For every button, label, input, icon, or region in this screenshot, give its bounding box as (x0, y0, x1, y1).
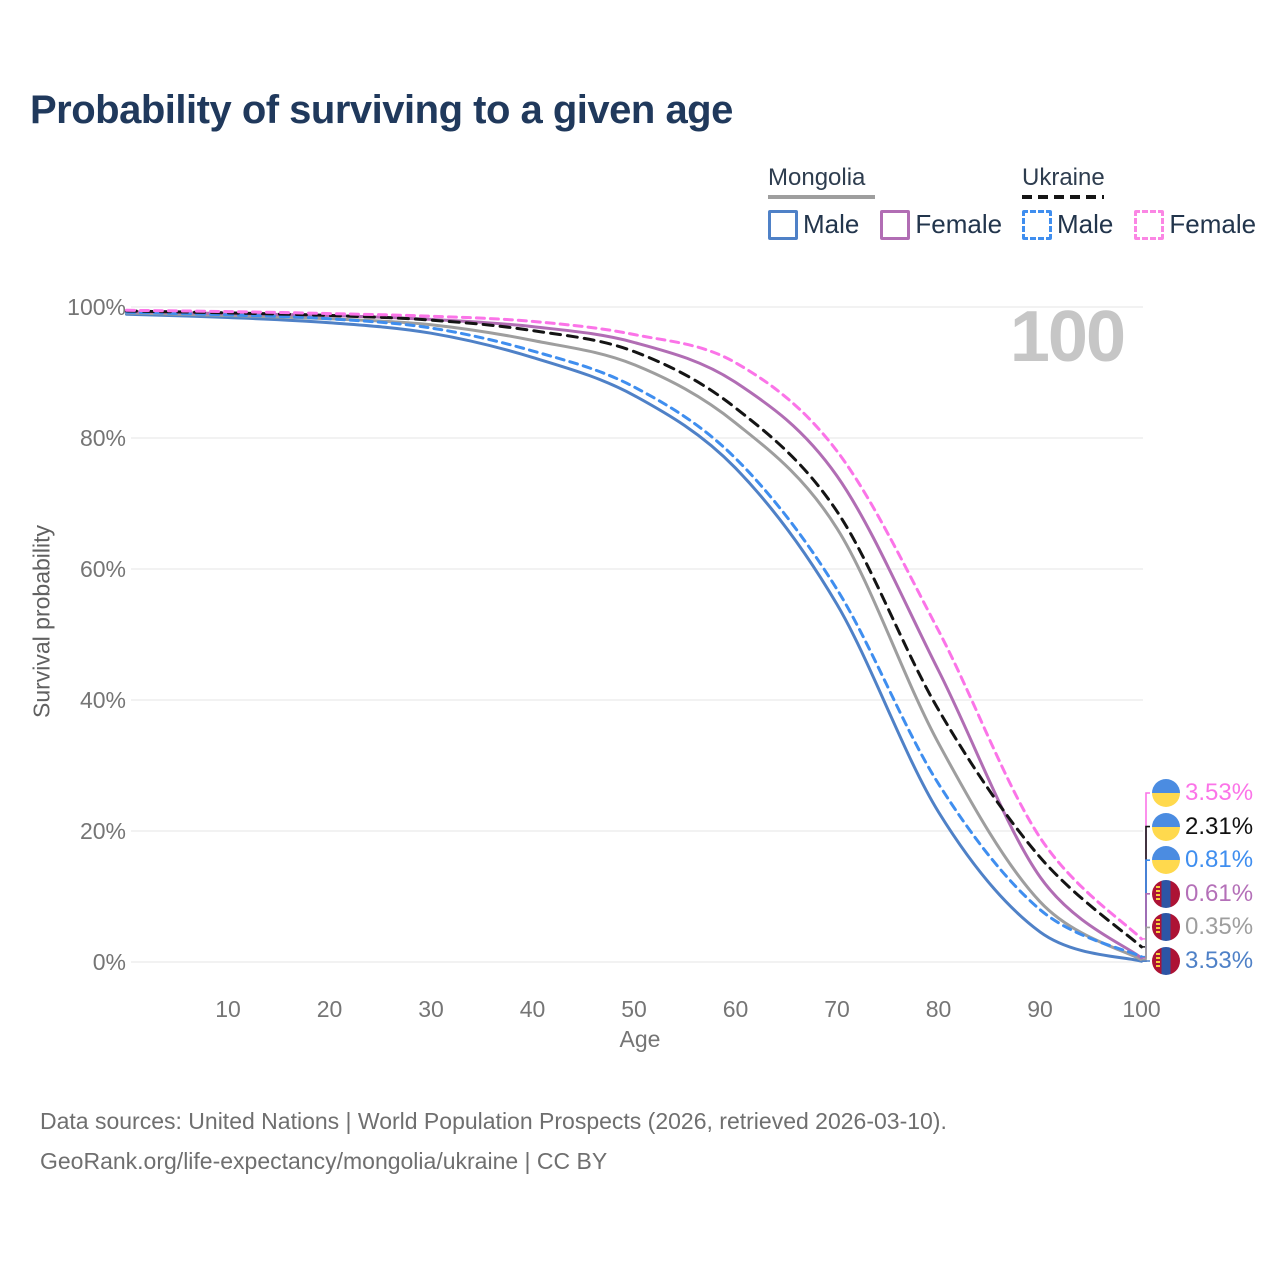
end-label-value: 0.35% (1185, 913, 1254, 941)
end-label-row-mongolia-female: 0.61% (1152, 879, 1253, 909)
ukraine-flag-icon (1152, 812, 1180, 841)
x-tick-label: 50 (621, 996, 647, 1022)
leader-line-mongolia-both (1141, 926, 1150, 961)
legend-label: Male (1057, 209, 1114, 239)
ukraine-flag-icon (1152, 846, 1180, 875)
curve-mongolia-male[interactable] (125, 312, 1143, 963)
legend-country-ukraine[interactable]: Ukraine (1022, 164, 1105, 191)
x-tick-label: 30 (418, 996, 444, 1022)
mongolia-flag-icon (1152, 913, 1180, 942)
x-tick-label: 60 (722, 996, 749, 1022)
curve-mongolia-both[interactable] (125, 311, 1143, 962)
ukraine-line-style-swatch (1022, 195, 1104, 199)
curve-ukraine-both[interactable] (125, 309, 1143, 949)
mongolia-female-swatch-icon (880, 209, 911, 240)
mongolia-male-swatch-icon (768, 209, 798, 240)
legend-item-ukraine-female[interactable]: Female (1134, 209, 1256, 240)
page-title: Probability of surviving to a given age (30, 88, 733, 132)
legend-items-mongolia: Male Female (768, 209, 1023, 240)
end-label-row-ukraine-female: 3.53% (1152, 778, 1253, 808)
legend-country-mongolia[interactable]: Mongolia (768, 164, 866, 191)
legend-label: Female (1169, 209, 1257, 239)
curve-ukraine-male[interactable] (125, 310, 1143, 959)
age-watermark: 100 (1009, 297, 1126, 377)
end-label-value: 0.81% (1185, 846, 1254, 874)
ukraine-male-swatch-icon (1022, 209, 1052, 240)
x-tick-label: 40 (519, 996, 546, 1022)
y-tick-label: 60% (79, 556, 126, 582)
mongolia-line-style-swatch (768, 195, 875, 199)
legend-item-mongolia-male[interactable]: Male (768, 209, 859, 240)
x-tick-label: 20 (316, 996, 343, 1022)
ukraine-flag-icon (1152, 779, 1180, 807)
end-label-row-ukraine-male: 0.81% (1152, 845, 1253, 875)
x-tick-label: 100 (1122, 996, 1161, 1022)
footer-attribution[interactable]: GeoRank.org/life-expectancy/mongolia/ukr… (40, 1148, 608, 1174)
y-tick-label: 100% (67, 294, 126, 320)
legend-label: Female (915, 209, 1003, 239)
x-axis-title: Age (619, 1026, 661, 1052)
legend-item-mongolia-female[interactable]: Female (880, 209, 1002, 240)
end-label-value: 2.31% (1185, 812, 1254, 840)
end-label-row-mongolia-both: 0.35% (1152, 912, 1253, 942)
curve-ukraine-female[interactable] (125, 308, 1143, 941)
legend-item-ukraine-male[interactable]: Male (1022, 209, 1113, 240)
y-tick-label: 0% (92, 949, 126, 975)
end-label-value: 3.53% (1185, 947, 1254, 974)
mongolia-flag-icon (1152, 879, 1180, 908)
ukraine-female-swatch-icon (1134, 209, 1165, 240)
y-tick-label: 40% (79, 687, 126, 713)
footer-data-sources: Data sources: United Nations | World Pop… (40, 1108, 947, 1134)
end-label-row-mongolia-male: 3.53% (1152, 946, 1253, 976)
end-label-value: 3.53% (1185, 779, 1254, 806)
legend-items-ukraine: Male Female (1022, 209, 1277, 240)
x-tick-label: 10 (215, 996, 241, 1022)
x-tick-label: 70 (824, 996, 850, 1022)
end-label-value: 0.61% (1185, 879, 1254, 907)
y-tick-label: 20% (79, 818, 126, 844)
legend-group-ukraine: Ukraine Male Female (1022, 164, 1277, 240)
legend-group-mongolia: Mongolia Male Female (768, 164, 1023, 240)
curve-mongolia-female[interactable] (125, 310, 1143, 960)
legend-label: Male (803, 209, 860, 239)
end-label-row-ukraine-both: 2.31% (1152, 812, 1253, 842)
y-tick-label: 80% (79, 425, 126, 451)
x-tick-label: 80 (925, 996, 952, 1022)
leader-line-mongolia-female (1141, 892, 1150, 959)
mongolia-flag-icon (1152, 947, 1180, 975)
x-tick-label: 90 (1027, 996, 1053, 1022)
